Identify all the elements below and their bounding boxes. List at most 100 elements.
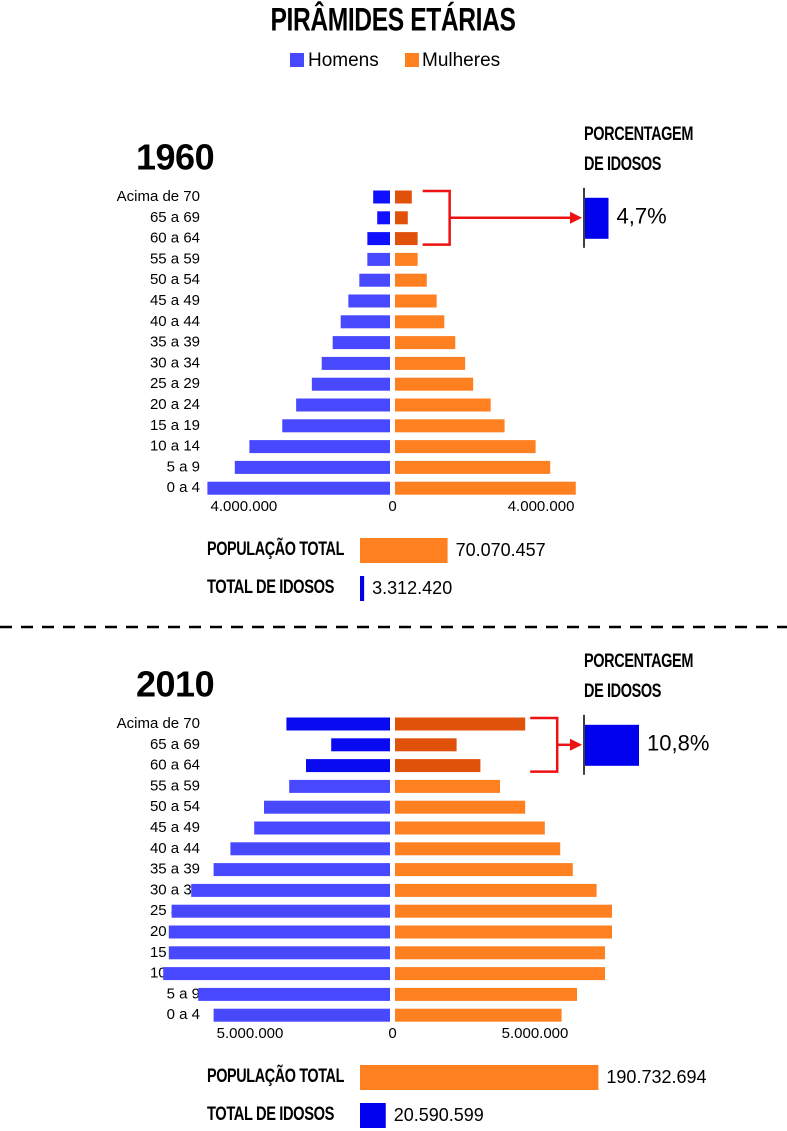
bar-homens xyxy=(264,800,390,814)
category-label: 40 a 44 xyxy=(150,313,200,330)
bar-homens xyxy=(348,294,390,308)
category-label: 65 a 69 xyxy=(150,736,200,753)
category-label: 20 a 24 xyxy=(150,396,200,413)
bar-homens xyxy=(367,252,390,266)
bar-homens xyxy=(340,315,390,329)
bar-homens xyxy=(306,759,390,773)
total-value: 190.732.694 xyxy=(606,1067,706,1087)
bar-homens xyxy=(198,987,390,1001)
total-value: 20.590.599 xyxy=(394,1105,484,1125)
legend-swatch xyxy=(405,53,419,67)
bar-mulheres xyxy=(395,460,551,474)
total-bar xyxy=(360,576,365,601)
total-value: 70.070.457 xyxy=(456,540,546,560)
category-label: 50 a 54 xyxy=(150,798,200,815)
bar-mulheres xyxy=(395,759,481,773)
bar-mulheres xyxy=(395,419,505,433)
title: PIRÂMIDES ETÁRIAS xyxy=(271,1,516,37)
category-label: 40 a 44 xyxy=(150,840,200,857)
category-label: 10 a 14 xyxy=(150,438,200,455)
share-title: PORCENTAGEM xyxy=(584,124,693,145)
share-title: PORCENTAGEM xyxy=(584,651,693,672)
bar-mulheres xyxy=(395,273,427,287)
share-bar xyxy=(585,724,639,766)
category-label: 60 a 64 xyxy=(150,230,200,247)
bar-homens xyxy=(367,232,390,246)
bar-mulheres xyxy=(395,336,456,350)
bar-homens xyxy=(249,440,390,454)
legend-label: Mulheres xyxy=(422,50,500,71)
bar-mulheres xyxy=(395,315,445,329)
year-title: 2010 xyxy=(136,664,214,705)
category-label: 35 a 39 xyxy=(150,334,200,351)
bar-mulheres xyxy=(395,904,612,918)
category-label: Acima de 70 xyxy=(117,188,200,205)
bracket xyxy=(422,189,451,246)
share-label: 4,7% xyxy=(617,204,667,229)
total-label: POPULAÇÃO TOTAL xyxy=(207,538,345,560)
bar-homens xyxy=(168,925,390,939)
share-label: 10,8% xyxy=(647,731,709,756)
total-label: POPULAÇÃO TOTAL xyxy=(207,1065,345,1087)
bar-homens xyxy=(191,883,390,897)
category-label: 5 a 9 xyxy=(167,985,200,1002)
category-label: 55 a 59 xyxy=(150,777,200,794)
category-label: 30 a 34 xyxy=(150,354,200,371)
category-label: 55 a 59 xyxy=(150,250,200,267)
bar-mulheres xyxy=(395,190,412,204)
bar-mulheres xyxy=(395,232,418,246)
bar-mulheres xyxy=(395,252,418,266)
bar-mulheres xyxy=(395,481,576,495)
category-label: 25 a 29 xyxy=(150,375,200,392)
category-label: 50 a 54 xyxy=(150,271,200,288)
category-label: 45 a 49 xyxy=(150,292,200,309)
bar-mulheres xyxy=(395,440,536,454)
share-title: DE IDOSOS xyxy=(584,154,661,175)
bracket xyxy=(530,716,559,773)
total-bar xyxy=(360,538,448,563)
bar-homens xyxy=(373,190,390,204)
legend-label: Homens xyxy=(308,50,379,71)
category-label: 35 a 39 xyxy=(150,861,200,878)
bar-homens xyxy=(163,967,390,981)
bar-homens xyxy=(207,481,390,495)
bar-homens xyxy=(171,904,390,918)
category-label: 15 a 19 xyxy=(150,417,200,434)
bar-mulheres xyxy=(395,398,491,412)
bar-homens xyxy=(359,273,390,287)
category-label: Acima de 70 xyxy=(117,715,200,732)
share-bar xyxy=(585,197,609,239)
bar-homens xyxy=(254,821,390,835)
bar-homens xyxy=(234,460,390,474)
category-label: 0 a 4 xyxy=(167,1006,200,1023)
category-label: 5 a 9 xyxy=(167,458,200,475)
bar-mulheres xyxy=(395,967,605,981)
arrow-head xyxy=(570,738,582,751)
bar-homens xyxy=(230,842,390,856)
year-title: 1960 xyxy=(136,137,214,178)
bar-homens xyxy=(213,1008,390,1022)
bar-mulheres xyxy=(395,294,437,308)
bar-homens xyxy=(377,211,390,225)
total-label: TOTAL DE IDOSOS xyxy=(207,577,334,598)
legend-swatch xyxy=(290,53,304,67)
bar-homens xyxy=(331,738,390,752)
bar-homens xyxy=(213,863,390,877)
total-value: 3.312.420 xyxy=(372,578,452,598)
total-bar xyxy=(360,1065,599,1090)
x-tick-label: 0 xyxy=(388,1025,396,1042)
bar-homens xyxy=(168,946,390,960)
total-label: TOTAL DE IDOSOS xyxy=(207,1104,334,1125)
x-tick-label: 5.000.000 xyxy=(502,1025,569,1042)
total-bar xyxy=(360,1103,386,1128)
bar-homens xyxy=(282,419,390,433)
x-tick-label: 4.000.000 xyxy=(508,498,575,515)
bar-homens xyxy=(289,779,390,793)
bar-mulheres xyxy=(395,800,526,814)
bar-homens xyxy=(311,377,390,391)
bar-homens xyxy=(332,336,390,350)
bar-mulheres xyxy=(395,946,605,960)
category-label: 65 a 69 xyxy=(150,209,200,226)
x-tick-label: 5.000.000 xyxy=(217,1025,284,1042)
